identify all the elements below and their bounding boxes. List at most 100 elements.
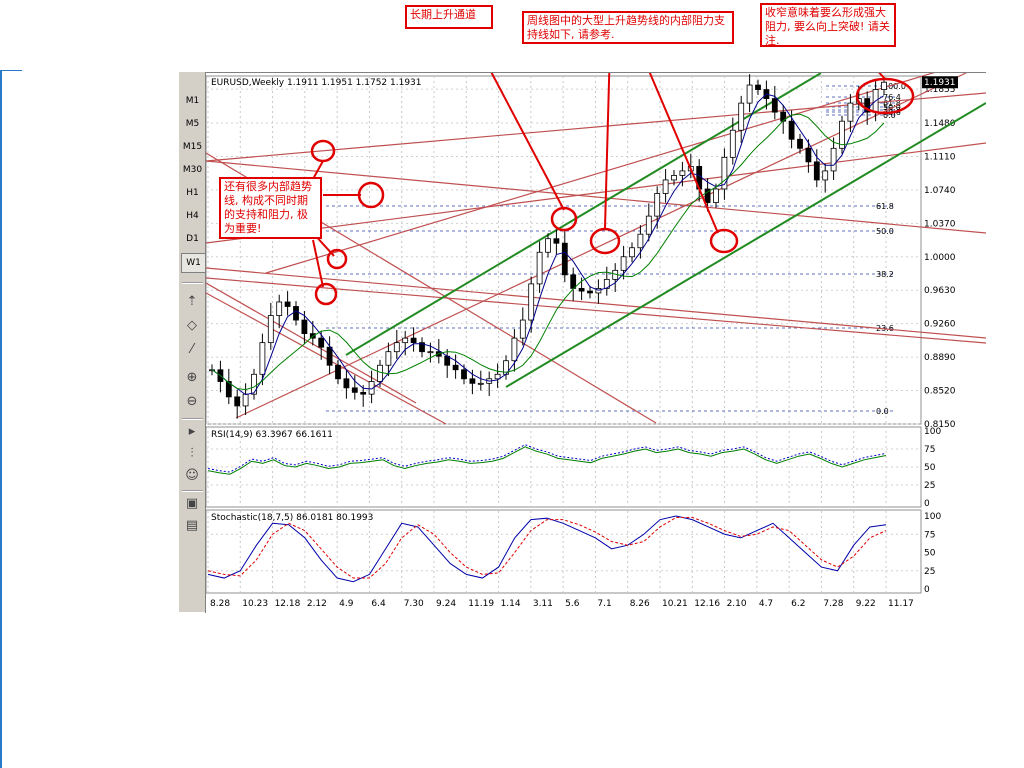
stochastic-axis-label: 75 xyxy=(924,530,935,540)
chart-window[interactable]: 1.1855 1.1480 1.1110 1.0740 1.0370 1.0000 0.96… xyxy=(205,29,987,613)
date-axis-label: 7.1 xyxy=(597,599,611,609)
candle-body xyxy=(276,301,283,316)
price-axis-label: 1.1480 xyxy=(924,119,956,129)
tile-icon[interactable]: ▣ xyxy=(185,496,199,511)
candle-body xyxy=(847,102,854,122)
toolbar-separator xyxy=(182,282,203,284)
crosshair-icon[interactable]: ◇ xyxy=(187,318,197,333)
line-icon[interactable]: ⁄ xyxy=(190,342,194,357)
rsi-axis-label: 100 xyxy=(924,427,941,437)
candle-body xyxy=(805,147,812,163)
candle-body xyxy=(293,306,299,321)
fibonacci-level-label: 38.2 xyxy=(883,106,901,115)
date-axis-label: 12.18 xyxy=(275,599,301,609)
candle-body xyxy=(729,129,736,158)
trend-line xyxy=(205,160,987,234)
trend-line xyxy=(205,292,447,425)
timeframe-m5-button[interactable]: M5 xyxy=(185,119,200,129)
stochastic-signal-line xyxy=(207,516,887,579)
fibonacci-level-label: 76.4 xyxy=(883,93,901,102)
trend-line xyxy=(205,282,417,404)
window-icon[interactable]: ▤ xyxy=(185,518,199,533)
annotation-circle xyxy=(589,227,621,255)
date-axis-label: 9.22 xyxy=(856,599,876,609)
candle-body xyxy=(528,283,535,321)
chart-shift-icon[interactable]: ⫶ xyxy=(190,446,194,461)
callout-internal-trendlines-text: 还有很多内部趋势线, 构成不同时期的支持和阻力, 极为重要! xyxy=(224,180,312,235)
candle-body xyxy=(225,381,232,398)
candle-body xyxy=(545,238,551,253)
candle-body xyxy=(721,156,728,190)
candle-body xyxy=(318,337,325,348)
callout-internal-trendlines: 还有很多内部趋势线, 构成不同时期的支持和阻力, 极为重要! xyxy=(219,177,322,239)
candle-body xyxy=(242,393,249,407)
annotation-pointer xyxy=(312,239,324,288)
candle-body xyxy=(704,188,711,203)
fibonacci-level-label: 0.0 xyxy=(883,111,896,120)
timeframe-m30-button[interactable]: M30 xyxy=(182,165,203,175)
candle-body xyxy=(477,382,484,385)
stochastic-axis-label: 50 xyxy=(924,549,936,559)
moving-average-slow xyxy=(211,113,885,391)
timeframe-m1-button[interactable]: M1 xyxy=(185,96,200,106)
trend-line xyxy=(205,277,987,344)
candle-body xyxy=(259,342,266,375)
candle-body xyxy=(771,98,778,113)
annotation-pointer xyxy=(312,160,324,180)
candle-body xyxy=(570,274,577,289)
candle-body xyxy=(351,387,358,393)
trend-line xyxy=(265,62,967,274)
candle-body xyxy=(234,396,241,407)
rsi-axis-label: 0 xyxy=(924,499,930,509)
zoom-in-icon[interactable]: ⊕ xyxy=(186,370,198,385)
candle-body xyxy=(494,373,501,380)
candle-body xyxy=(797,138,803,149)
rsi-axis-label: 75 xyxy=(924,445,935,455)
annotation-circle xyxy=(326,248,348,270)
candle-body xyxy=(419,342,425,353)
annotation-circle xyxy=(357,181,385,209)
rsi-axis-label: 25 xyxy=(924,481,935,491)
date-axis-label: 4.7 xyxy=(759,599,773,609)
candle-body xyxy=(738,102,745,131)
candle-body xyxy=(830,147,837,172)
annotation-pointer xyxy=(637,44,719,234)
window-left-edge xyxy=(0,70,2,768)
date-axis-label: 2.12 xyxy=(307,599,327,609)
candle-body xyxy=(519,319,526,339)
date-axis-label: 10.23 xyxy=(242,599,268,609)
date-axis-label: 6.2 xyxy=(791,599,805,609)
candle-body xyxy=(335,364,341,380)
rsi-header: RSI(14,9) 63.3967 66.1611 xyxy=(211,430,333,440)
candle-body xyxy=(645,215,652,235)
price-axis-label: 0.8520 xyxy=(924,387,956,397)
candle-body xyxy=(637,233,644,249)
timeframe-w1-button[interactable]: W1 xyxy=(181,253,206,273)
candle-body xyxy=(553,238,560,244)
stochastic-axis-label: 100 xyxy=(924,512,941,522)
candle-body xyxy=(671,175,677,181)
chart-canvas[interactable]: 1.1855 1.1480 1.1110 1.0740 1.0370 1.0000 0.96… xyxy=(205,29,987,613)
candle-body xyxy=(385,351,392,366)
callout-channel: 长期上升通道 xyxy=(405,5,493,29)
candle-body xyxy=(511,337,518,362)
timeframe-h4-button[interactable]: H4 xyxy=(186,211,199,221)
fibonacci-level-label: 50.0 xyxy=(876,227,894,236)
candle-body xyxy=(755,84,761,90)
trend-line xyxy=(205,92,987,162)
candle-body xyxy=(393,342,400,353)
fibonacci-level-label: 100.0 xyxy=(883,82,906,91)
timeframe-d1-button[interactable]: D1 xyxy=(186,234,199,244)
timeframe-h1-button[interactable]: H1 xyxy=(186,188,199,198)
moving-average-fast xyxy=(211,93,885,396)
expert-icon[interactable]: ☺ xyxy=(185,468,199,483)
timeframe-m15-button[interactable]: M15 xyxy=(182,142,203,152)
cursor-icon[interactable]: ⇡ xyxy=(186,294,198,309)
price-axis-label: 0.8890 xyxy=(924,353,956,363)
zoom-out-icon[interactable]: ⊖ xyxy=(186,394,198,409)
autoscroll-icon[interactable]: ▸ xyxy=(188,424,196,439)
candle-body xyxy=(662,179,669,194)
candle-body xyxy=(587,290,593,294)
candle-body xyxy=(788,120,795,140)
callout-weekly-trendlines: 周线图中的大型上升趋势线的内部阻力支持线如下, 请参考. xyxy=(522,11,734,44)
